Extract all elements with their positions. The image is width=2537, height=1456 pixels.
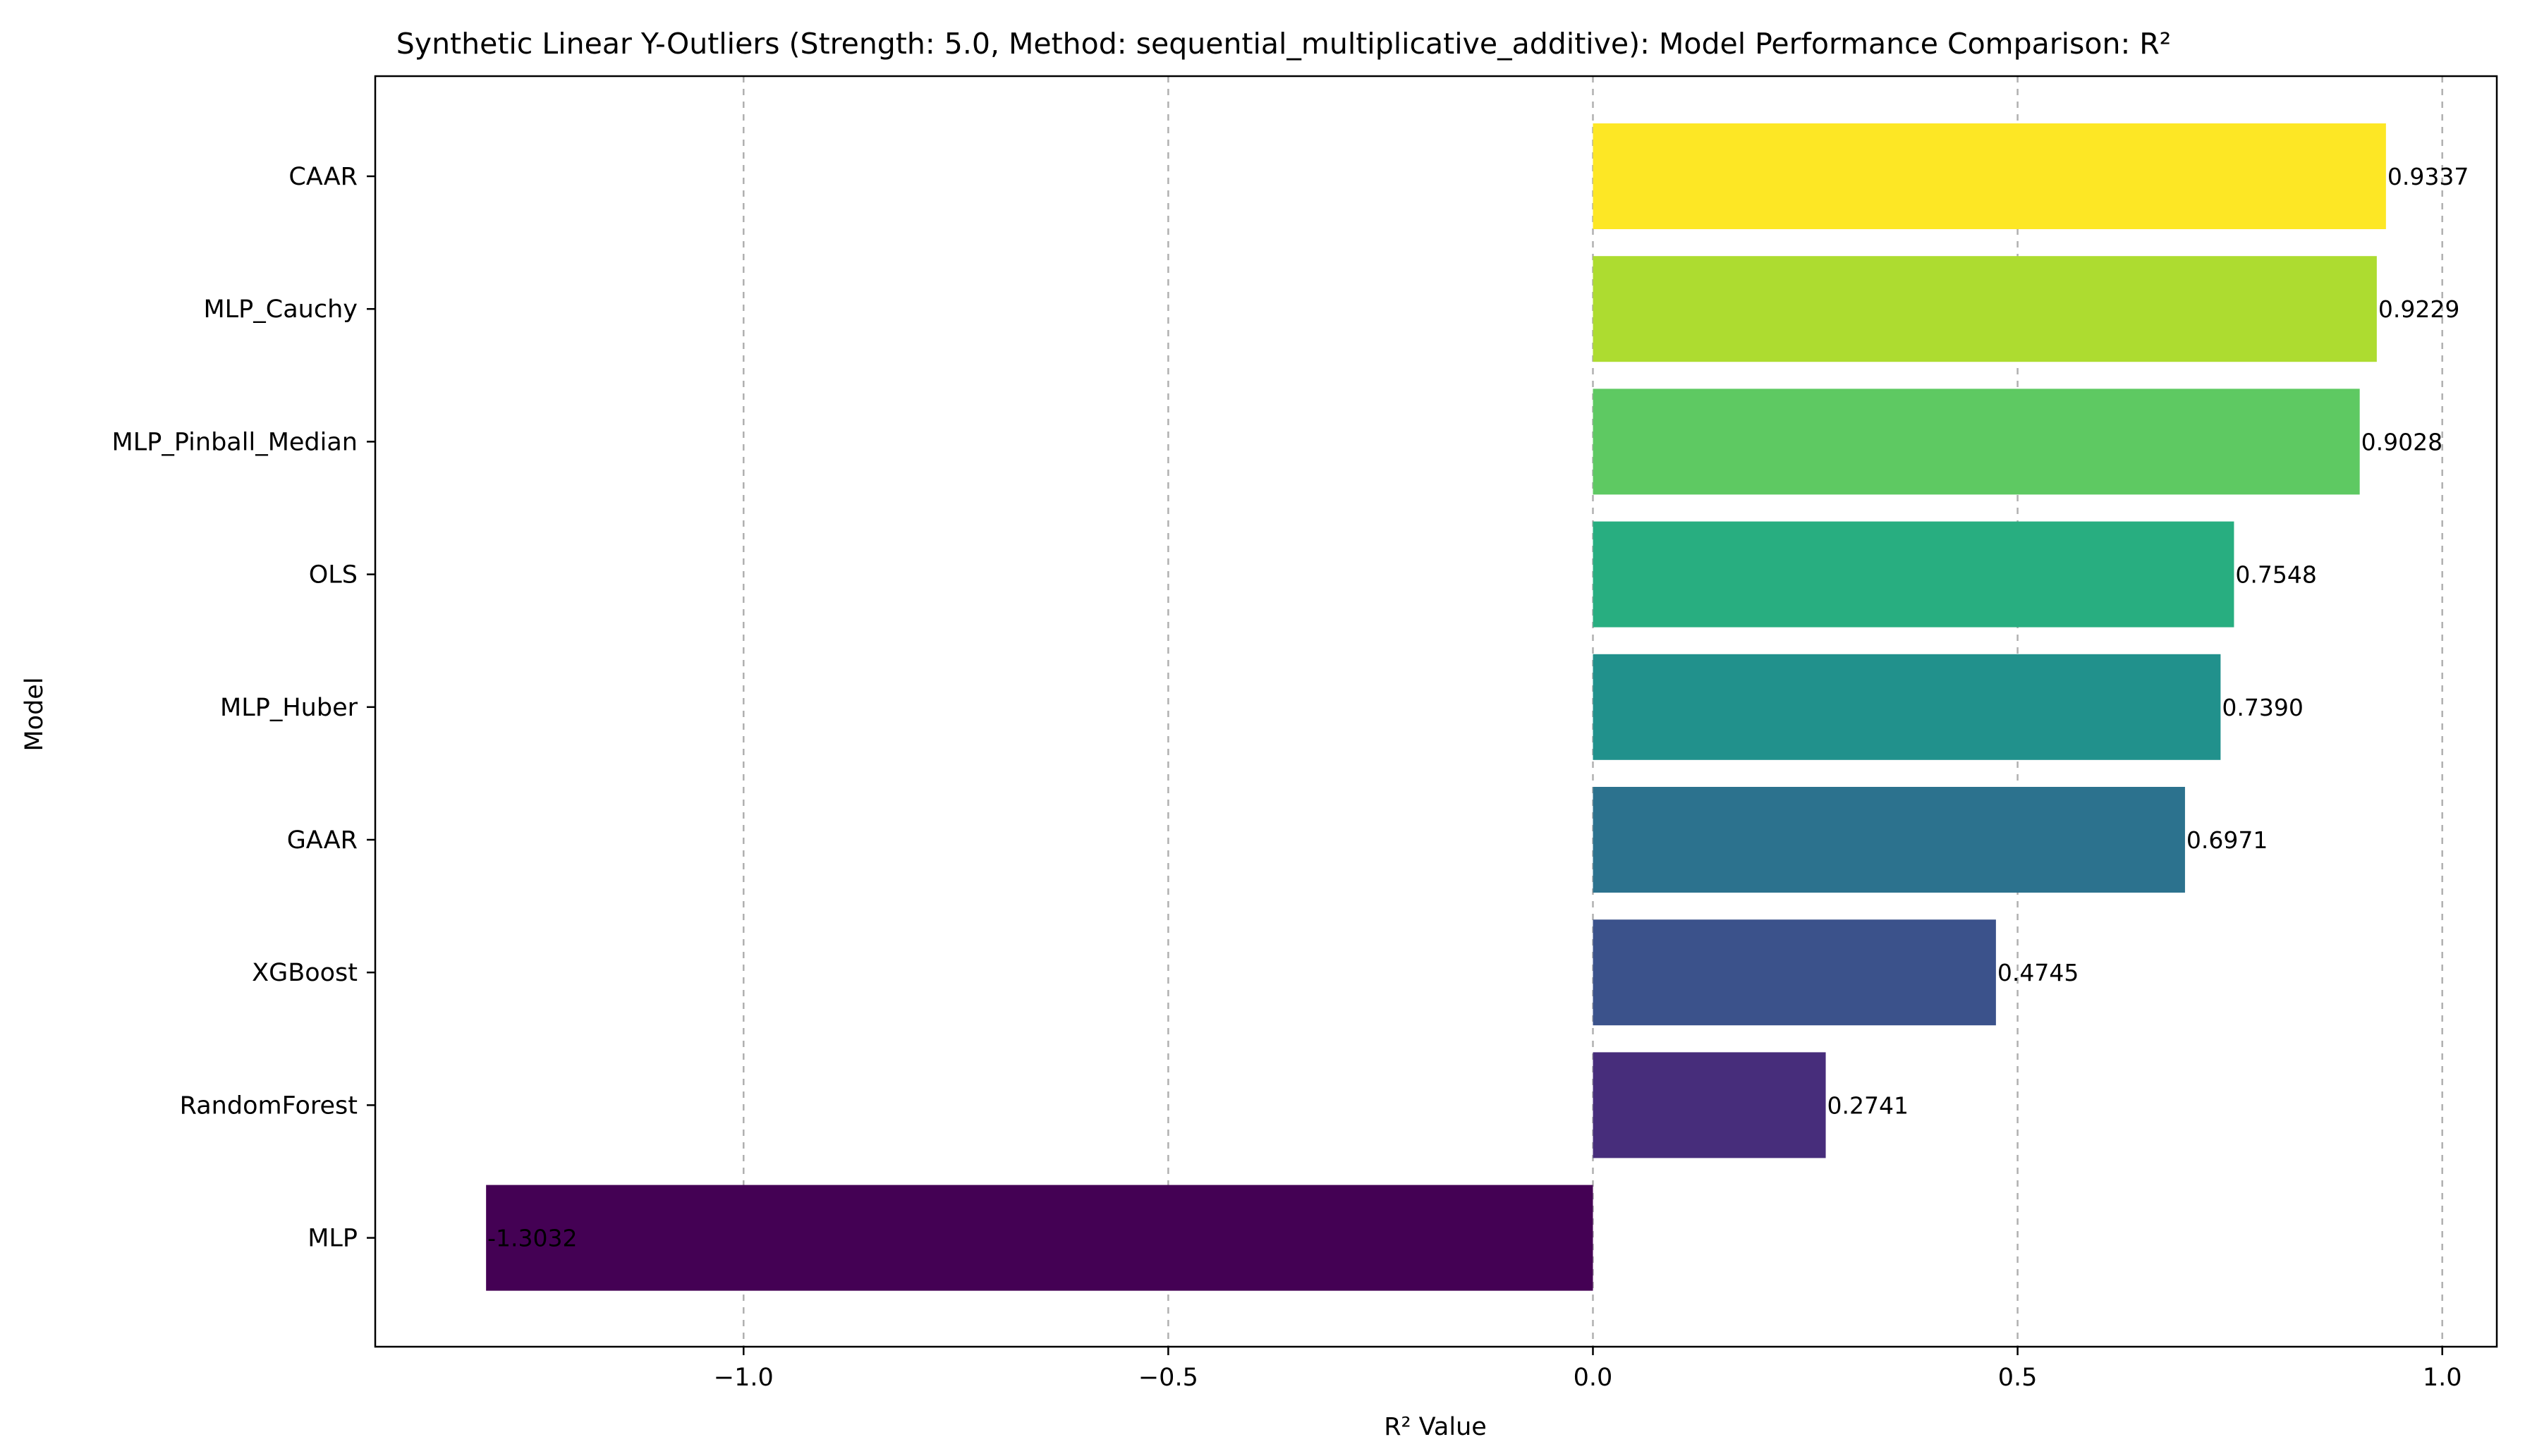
bar-gaar [1593, 787, 2185, 893]
bar-mlp [486, 1185, 1593, 1291]
value-label: 0.9337 [2387, 163, 2469, 190]
value-label: 0.2741 [1827, 1091, 1909, 1119]
bar-mlp-cauchy [1593, 256, 2377, 362]
y-axis: CAAR MLP_Cauchy MLP_Pinball_Median OLS MLP_H… [112, 163, 375, 1253]
x-tick-label: 0.5 [1998, 1364, 2038, 1392]
x-axis-label: R² Value [1384, 1413, 1487, 1441]
y-tick-label: MLP_Pinball_Median [112, 428, 358, 456]
value-label: 0.7548 [2235, 561, 2316, 589]
x-tick-label: 1.0 [2423, 1364, 2462, 1392]
x-tick-label: −0.5 [1138, 1364, 1198, 1392]
y-tick-label: CAAR [288, 163, 358, 191]
value-label: 0.9028 [2361, 428, 2442, 455]
y-tick-label: GAAR [287, 826, 358, 855]
x-tick-label: −1.0 [714, 1364, 774, 1392]
bar-xgboost [1593, 919, 1996, 1026]
bar-mlp-huber [1593, 654, 2221, 760]
y-tick-label: RandomForest [180, 1091, 358, 1120]
bar-mlp-pinball-median [1593, 389, 2360, 495]
y-tick-label: XGBoost [252, 959, 358, 987]
value-label: 0.9229 [2378, 295, 2459, 323]
plot-frame [374, 75, 2498, 1348]
bars [486, 123, 2386, 1291]
bar-caar [1593, 123, 2386, 229]
value-label: -1.3032 [487, 1225, 577, 1252]
y-axis-label: Model [20, 677, 49, 751]
y-tick-label: OLS [309, 561, 358, 589]
value-labels: 0.9337 0.9229 0.9028 0.7548 0.7390 0.6971 0.47… [487, 163, 2469, 1252]
x-axis: −1.0 −0.5 0.0 0.5 1.0 [714, 1347, 2462, 1392]
x-tick-label: 0.0 [1574, 1364, 1613, 1392]
y-tick-label: MLP [308, 1225, 358, 1253]
bar-ols [1593, 521, 2234, 628]
chart-title: Synthetic Linear Y-Outliers (Strength: 5… [396, 27, 2171, 61]
value-label: 0.7390 [2222, 694, 2303, 721]
y-tick-label: MLP_Huber [220, 694, 358, 722]
value-label: 0.4745 [1997, 959, 2079, 986]
y-tick-label: MLP_Cauchy [203, 295, 358, 324]
bar-randomforest [1593, 1052, 1826, 1158]
value-label: 0.6971 [2186, 826, 2268, 854]
